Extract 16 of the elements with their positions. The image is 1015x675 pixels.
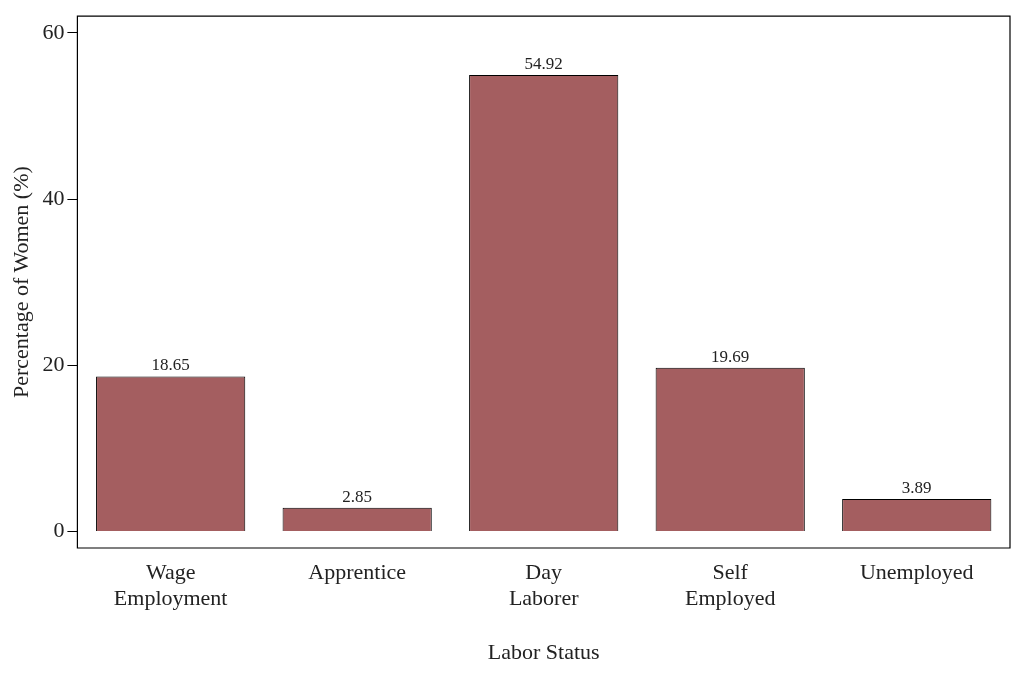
y-tick-label: 0 [53, 517, 65, 543]
y-axis-title: Percentage of Women (%) [7, 166, 33, 398]
x-tick-label: Day Laborer [508, 559, 580, 610]
x-tick-label: Apprentice [308, 559, 407, 585]
x-tick-label: Unemployed [859, 559, 974, 585]
data-label: 3.89 [901, 478, 932, 498]
x-tick-label: Self Employed [685, 559, 776, 610]
data-label: 18.65 [151, 355, 190, 375]
data-label: 2.85 [342, 486, 373, 506]
x-axis-title: Labor Status [487, 638, 600, 664]
y-tick-label: 20 [42, 350, 65, 376]
y-tick-label: 60 [42, 18, 65, 44]
y-tick-label: 40 [42, 184, 65, 210]
data-label: 54.92 [524, 54, 563, 73]
data-label: 19.69 [711, 346, 750, 366]
x-tick-label: Wage Employment [113, 559, 228, 610]
